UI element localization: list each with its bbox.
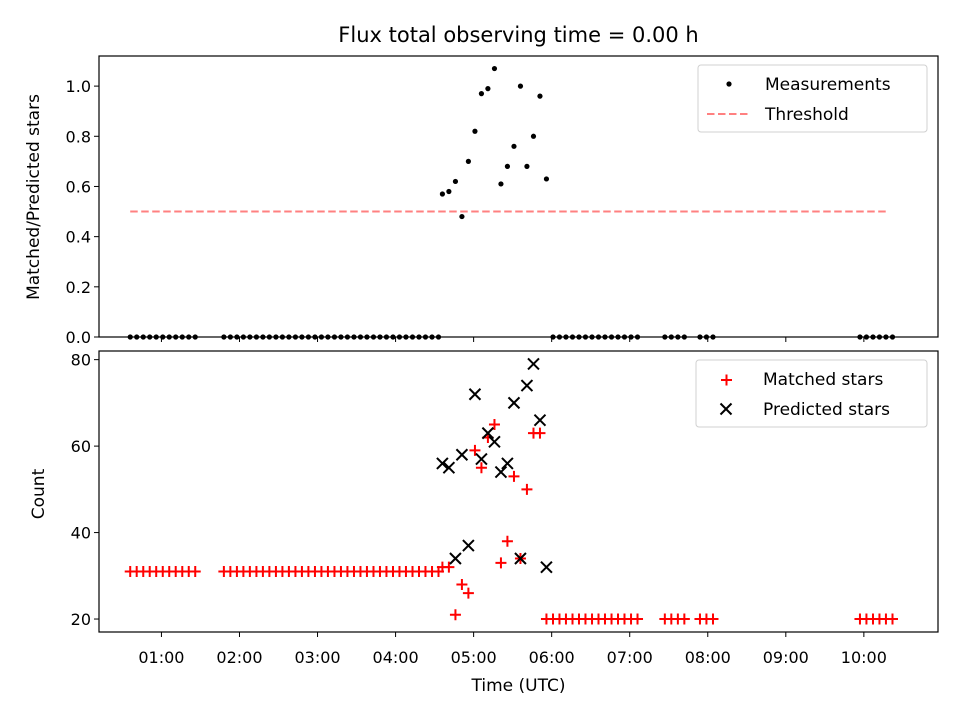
bottom-plot-area: 20 40 60 80 01:00 02:00 03:00 04:00 05:00 06:00 07… (71, 351, 898, 667)
matched-star-point (456, 578, 468, 590)
predicted-star-point (494, 465, 508, 479)
predicted-star-point (481, 426, 495, 440)
x-tick-label: 06:00 (529, 648, 575, 667)
x-tick-label: 01:00 (138, 648, 184, 667)
predicted-star-point (527, 357, 540, 371)
top-y-tick-label: 0.0 (66, 328, 91, 347)
measurement-point (491, 65, 498, 72)
bottom-y-tick-label: 20 (71, 610, 91, 629)
measurement-point (439, 191, 446, 197)
measurement-point (537, 93, 543, 99)
predicted-star-point (501, 457, 514, 470)
predicted-star-point (449, 552, 462, 565)
x-tick-label: 04:00 (373, 648, 419, 667)
measurement-point (498, 181, 504, 187)
top-y-tick-label: 0.4 (66, 228, 91, 247)
measurement-point (472, 128, 478, 134)
predicted-star-point (436, 457, 449, 470)
measurement-point (446, 188, 452, 195)
measurement-point (465, 158, 471, 164)
x-tick-label: 08:00 (685, 648, 731, 667)
predicted-star-point (442, 461, 456, 474)
matched-star-point (469, 444, 481, 456)
matched-star-point (534, 427, 546, 439)
measurement-point (543, 176, 550, 182)
measurement-point (504, 163, 511, 169)
predicted-star-point (455, 448, 469, 461)
top-plot-area: 0.0 0.2 0.4 0.6 0.8 1.0 (66, 65, 896, 347)
legend-predicted-label: Predicted stars (763, 400, 890, 420)
matched-star-point (508, 470, 520, 482)
bottom-legend: Matched stars Predicted stars (695, 359, 928, 428)
measurement-point (452, 178, 459, 185)
matched-star-point (678, 613, 690, 625)
matched-star-point (475, 462, 487, 474)
top-y-tick-label: 0.2 (66, 278, 91, 297)
predicted-star-point (533, 413, 547, 427)
bottom-y-tick-label: 40 (71, 524, 91, 543)
top-plot-frame (98, 55, 939, 338)
x-tick-label: 10:00 (841, 648, 887, 667)
top-y-tick-label: 1.0 (66, 77, 91, 96)
top-y-tick-label: 0.6 (66, 177, 91, 196)
matched-star-point (495, 557, 507, 569)
bottom-y-tick-label: 80 (71, 351, 91, 370)
predicted-star-point (514, 552, 527, 565)
matched-star-point (449, 609, 461, 621)
legend-measurements-marker (726, 81, 732, 87)
bottom-y-tick-label: 60 (71, 437, 91, 456)
matched-star-point (501, 535, 513, 547)
x-tick-label: 07:00 (607, 648, 653, 667)
predicted-star-point (475, 452, 488, 466)
measurement-point (517, 83, 524, 89)
top-y-axis-label: Matched/Predicted stars (24, 94, 44, 300)
matched-star-point (707, 613, 719, 625)
x-tick-label: 03:00 (294, 648, 340, 667)
predicted-star-point (540, 560, 553, 574)
top-legend: Measurements Threshold (697, 64, 928, 133)
matched-star-point (488, 418, 500, 430)
legend-predicted-marker (719, 402, 733, 416)
measurement-point (530, 133, 537, 139)
legend-matched-label: Matched stars (763, 370, 883, 390)
legend-threshold-label: Threshold (764, 105, 849, 125)
matched-star-point (462, 587, 474, 599)
matched-star-point (443, 561, 455, 573)
predicted-star-point (488, 435, 501, 448)
x-tick-label: 02:00 (216, 648, 262, 667)
legend-matched-marker (721, 374, 732, 386)
matched-star-point (521, 483, 533, 495)
measurement-point (478, 91, 485, 97)
x-tick-label: 05:00 (451, 648, 497, 667)
legend-measurements-label: Measurements (765, 75, 891, 95)
top-chart-title: Flux total observing time = 0.00 h (338, 23, 698, 47)
top-y-tick-label: 0.8 (66, 127, 91, 146)
predicted-star-point (462, 539, 475, 552)
bottom-x-axis-label: Time (UTC) (471, 676, 566, 696)
matched-star-point (189, 565, 201, 577)
measurement-point (511, 143, 517, 149)
predicted-star-point (468, 388, 482, 401)
measurement-point (459, 213, 465, 220)
measurement-point (485, 86, 491, 92)
matched-star-point (886, 613, 898, 625)
bottom-y-axis-label: Count (29, 468, 49, 519)
predicted-star-point (507, 396, 521, 410)
predicted-star-point (520, 379, 534, 392)
matched-star-point (632, 613, 644, 625)
measurement-point (524, 163, 530, 169)
bottom-plot-frame (98, 350, 939, 633)
x-tick-label: 09:00 (763, 648, 809, 667)
